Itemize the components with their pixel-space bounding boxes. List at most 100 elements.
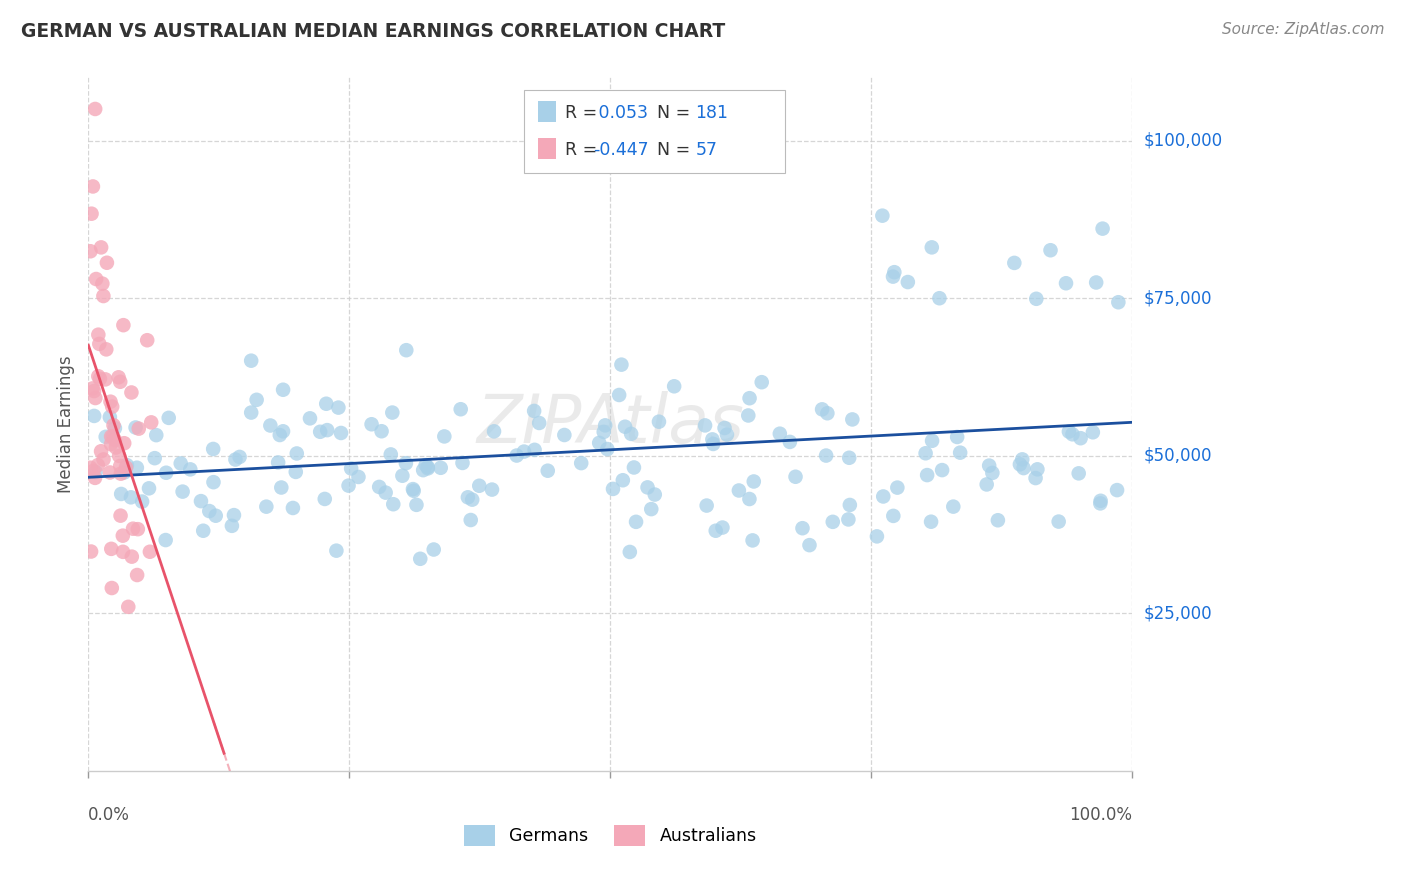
Point <box>120 385 142 400</box>
Text: N =: N = <box>647 141 696 159</box>
Point <box>136 333 159 347</box>
Point <box>702 437 724 451</box>
Point <box>172 484 194 499</box>
Point <box>527 416 550 430</box>
Point <box>270 481 292 495</box>
Point <box>702 433 724 447</box>
Point <box>1091 221 1114 235</box>
Legend: Germans, Australians: Germans, Australians <box>464 824 756 846</box>
Point <box>1008 458 1031 472</box>
Point <box>101 581 124 595</box>
Point <box>90 240 112 254</box>
Point <box>1002 256 1025 270</box>
Point <box>104 421 127 435</box>
Point <box>87 458 110 472</box>
Point <box>198 504 221 518</box>
Point <box>897 275 920 289</box>
Point <box>121 549 143 564</box>
Point <box>101 429 124 443</box>
Point <box>928 291 950 305</box>
Point <box>395 456 418 470</box>
Point <box>1047 515 1070 529</box>
Point <box>592 425 614 439</box>
Text: 100.0%: 100.0% <box>1069 805 1132 824</box>
Text: $25,000: $25,000 <box>1143 605 1212 623</box>
Point <box>222 508 245 522</box>
Point <box>450 402 472 417</box>
Point <box>433 429 456 443</box>
Point <box>644 487 666 501</box>
Point <box>920 515 942 529</box>
Point <box>537 464 560 478</box>
Point <box>315 397 337 411</box>
Point <box>841 412 863 426</box>
Point <box>648 415 671 429</box>
Point <box>193 524 215 538</box>
Point <box>738 391 761 405</box>
Point <box>330 425 353 440</box>
Point <box>914 446 936 460</box>
Point <box>792 521 814 535</box>
Point <box>79 460 101 475</box>
Point <box>259 418 281 433</box>
Point <box>111 529 134 543</box>
Point <box>110 487 132 501</box>
Point <box>104 433 127 447</box>
Point <box>271 383 294 397</box>
Point <box>1011 452 1033 467</box>
Point <box>100 437 122 451</box>
Point <box>623 460 645 475</box>
Point <box>769 426 792 441</box>
Point <box>405 498 427 512</box>
Point <box>412 463 434 477</box>
Point <box>100 394 122 409</box>
Point <box>170 457 193 471</box>
Point <box>713 421 735 435</box>
Text: R =: R = <box>565 103 602 122</box>
Point <box>90 444 112 458</box>
Point <box>96 256 118 270</box>
Point <box>979 458 1001 473</box>
Point <box>115 460 138 475</box>
Point <box>314 491 336 506</box>
Point <box>337 478 360 492</box>
Point <box>374 485 396 500</box>
Point <box>82 179 104 194</box>
Point <box>179 462 201 476</box>
Point <box>738 491 761 506</box>
Point <box>224 452 246 467</box>
Point <box>110 375 132 389</box>
Point <box>267 455 290 469</box>
Point <box>866 529 889 543</box>
Point <box>1057 425 1080 439</box>
Point <box>89 337 111 351</box>
Point <box>246 392 269 407</box>
Point <box>779 434 801 449</box>
Point <box>716 427 738 442</box>
Point <box>693 418 716 433</box>
Point <box>1081 425 1104 440</box>
Point <box>112 436 135 450</box>
Point <box>84 102 107 116</box>
Point <box>505 449 527 463</box>
Point <box>269 428 291 442</box>
Point <box>1107 295 1129 310</box>
Point <box>228 450 250 464</box>
Point <box>1067 467 1090 481</box>
Y-axis label: Median Earnings: Median Earnings <box>58 356 75 493</box>
Point <box>96 343 118 357</box>
Point <box>882 508 904 523</box>
Text: 181: 181 <box>696 103 728 122</box>
Point <box>976 477 998 491</box>
Point <box>87 327 110 342</box>
Point <box>593 418 616 433</box>
Point <box>921 240 943 254</box>
Point <box>155 533 177 547</box>
Point <box>157 410 180 425</box>
Point <box>415 458 437 472</box>
Point <box>949 445 972 459</box>
Point <box>553 428 575 442</box>
Point <box>82 464 104 478</box>
Point <box>122 522 145 536</box>
Point <box>872 490 894 504</box>
